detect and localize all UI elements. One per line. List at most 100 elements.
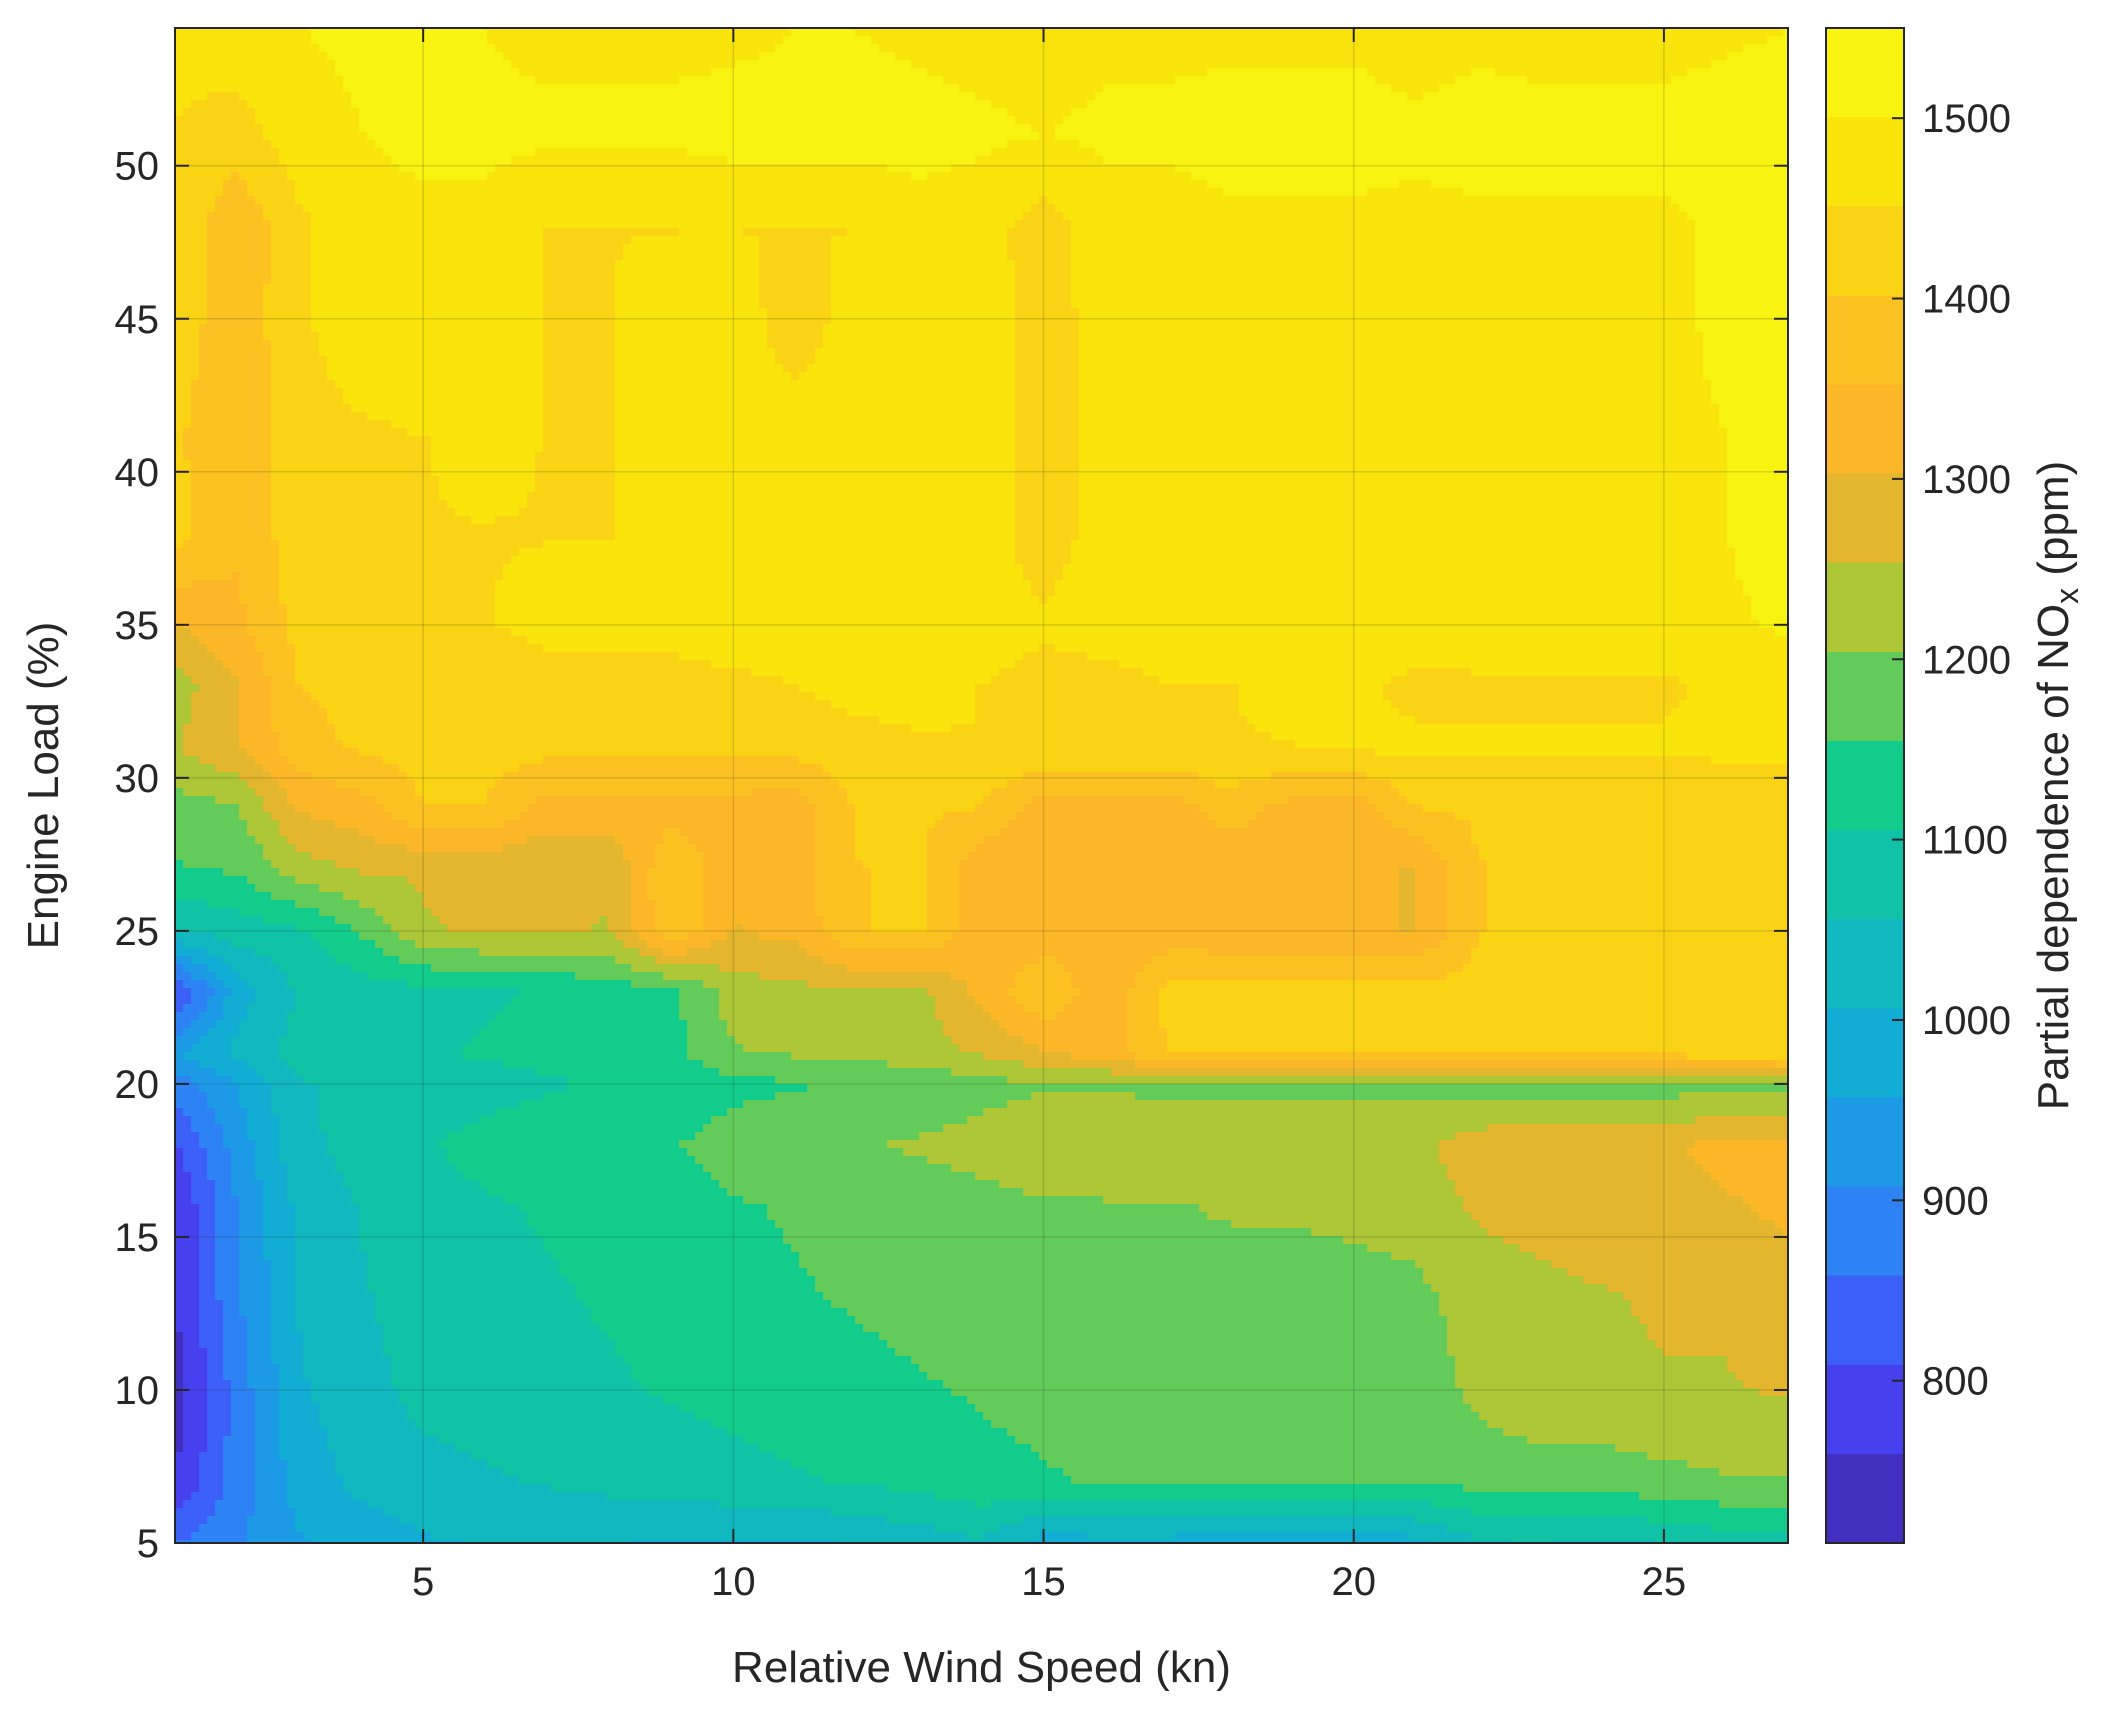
contour-cell (231, 68, 240, 77)
contour-cell (351, 68, 360, 77)
contour-cell (1135, 116, 1144, 125)
contour-cell (1231, 132, 1240, 141)
contour-cell (951, 116, 960, 125)
contour-cell (423, 204, 432, 213)
contour-cell (207, 108, 216, 117)
contour-cell (487, 188, 496, 197)
contour-cell (695, 124, 704, 133)
contour-cell (1359, 140, 1368, 149)
contour-cell (1103, 36, 1112, 45)
contour-cell (1423, 68, 1432, 77)
contour-cell (295, 180, 304, 189)
contour-cell (1119, 108, 1128, 117)
contour-cell (535, 28, 544, 37)
contour-cell (1127, 148, 1136, 157)
contour-cell (1143, 188, 1152, 197)
contour-cell (231, 180, 240, 189)
contour-cell (279, 36, 288, 45)
contour-cell (1767, 188, 1776, 197)
contour-cell (1183, 172, 1192, 181)
contour-cell (335, 132, 344, 141)
contour-cell (1719, 100, 1728, 109)
contour-cell (1031, 132, 1040, 141)
contour-cell (1359, 204, 1368, 213)
contour-cell (1063, 148, 1072, 157)
contour-cell (503, 60, 512, 69)
contour-cell (799, 68, 808, 77)
contour-cell (399, 212, 408, 221)
contour-cell (847, 100, 856, 109)
contour-cell (1415, 92, 1424, 101)
contour-cell (1175, 44, 1184, 53)
contour-cell (1023, 204, 1032, 213)
contour-cell (487, 156, 496, 165)
contour-cell (1359, 148, 1368, 157)
contour-cell (1119, 140, 1128, 149)
contour-cell (175, 212, 184, 221)
contour-cell (343, 116, 352, 125)
contour-cell (711, 140, 720, 149)
contour-cell (1367, 196, 1376, 205)
contour-cell (271, 148, 280, 157)
contour-cell (271, 132, 280, 141)
contour-cell (559, 124, 568, 133)
contour-cell (367, 204, 376, 213)
contour-cell (1535, 116, 1544, 125)
contour-cell (439, 116, 448, 125)
contour-cell (951, 52, 960, 61)
contour-cell (255, 172, 264, 181)
contour-cell (703, 140, 712, 149)
contour-cell (175, 92, 184, 101)
contour-cell (191, 108, 200, 117)
contour-cell (1543, 124, 1552, 133)
contour-cell (919, 60, 928, 69)
contour-cell (303, 84, 312, 93)
contour-cell (1751, 44, 1760, 53)
contour-cell (1031, 172, 1040, 181)
contour-cell (207, 212, 216, 221)
contour-cell (1719, 44, 1728, 53)
contour-cell (1775, 76, 1784, 85)
contour-cell (1487, 52, 1496, 61)
contour-cell (447, 148, 456, 157)
contour-cell (687, 172, 696, 181)
contour-cell (575, 156, 584, 165)
contour-cell (1639, 92, 1648, 101)
contour-cell (1135, 100, 1144, 109)
contour-cell (527, 76, 536, 85)
contour-cell (1455, 60, 1464, 69)
contour-cell (1343, 212, 1352, 221)
contour-cell (671, 204, 680, 213)
contour-cell (1519, 92, 1528, 101)
contour-cell (1607, 180, 1616, 189)
contour-cell (983, 116, 992, 125)
contour-cell (223, 212, 232, 221)
contour-cell (415, 76, 424, 85)
contour-cell (1559, 100, 1568, 109)
contour-cell (447, 188, 456, 197)
contour-cell (647, 76, 656, 85)
contour-cell (1279, 36, 1288, 45)
contour-cell (359, 172, 368, 181)
contour-cell (431, 204, 440, 213)
contour-cell (415, 172, 424, 181)
contour-cell (1607, 140, 1616, 149)
contour-cell (671, 100, 680, 109)
contour-cell (767, 36, 776, 45)
contour-cell (575, 188, 584, 197)
contour-cell (1431, 52, 1440, 61)
contour-cell (575, 172, 584, 181)
contour-cell (1383, 132, 1392, 141)
contour-cell (1191, 108, 1200, 117)
contour-cell (287, 100, 296, 109)
contour-cell (1111, 196, 1120, 205)
contour-cell (1375, 132, 1384, 141)
contour-cell (927, 100, 936, 109)
contour-cell (727, 76, 736, 85)
contour-cell (543, 188, 552, 197)
contour-cell (1463, 28, 1472, 37)
contour-cell (807, 76, 816, 85)
contour-cell (583, 28, 592, 37)
contour-cell (1415, 196, 1424, 205)
contour-cell (255, 204, 264, 213)
